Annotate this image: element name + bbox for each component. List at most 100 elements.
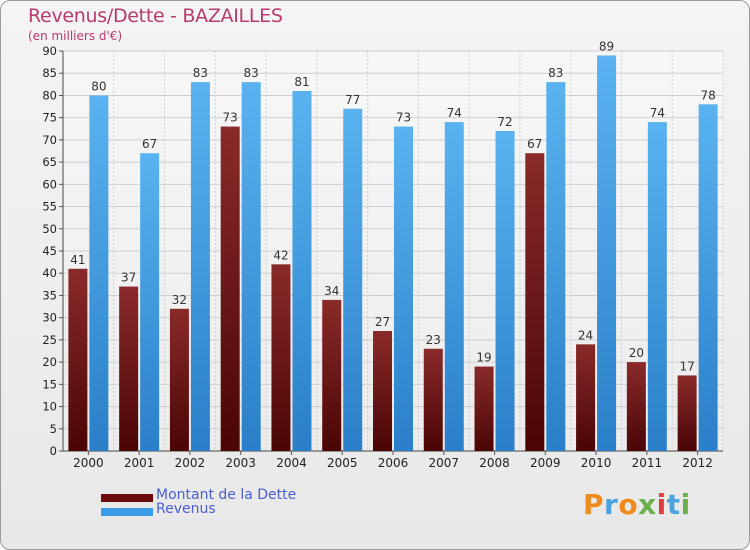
bar-revenue [292, 91, 312, 451]
data-label-debt: 41 [70, 253, 85, 267]
x-tick-label: 2008 [479, 456, 510, 470]
y-tick-label: 10 [42, 400, 57, 414]
data-label-debt: 24 [578, 328, 593, 342]
data-label-revenue: 74 [650, 106, 665, 120]
x-tick-label: 2007 [428, 456, 459, 470]
data-label-debt: 37 [121, 271, 136, 285]
y-tick-label: 15 [42, 377, 57, 391]
logo-letter: P [583, 488, 605, 521]
legend-label-debt: Montant de la Dette [156, 487, 297, 503]
y-tick-label: 40 [42, 266, 57, 280]
data-label-debt: 67 [527, 137, 542, 151]
data-label-revenue: 89 [599, 39, 614, 53]
x-tick-label: 2003 [225, 456, 256, 470]
bar-debt [474, 366, 494, 451]
bar-debt [423, 348, 443, 451]
data-label-debt: 34 [324, 284, 339, 298]
x-tick-label: 2006 [378, 456, 409, 470]
bar-debt [677, 375, 697, 451]
y-tick-label: 70 [42, 133, 57, 147]
bar-revenue [698, 104, 718, 451]
logo-letter: t [666, 488, 681, 521]
bar-revenue [597, 55, 617, 451]
logo-letter: o [618, 488, 639, 521]
bar-debt [68, 268, 88, 451]
data-label-revenue: 67 [142, 137, 157, 151]
x-tick-label: 2002 [175, 456, 206, 470]
chart-subtitle: (en milliers d'€) [28, 29, 123, 43]
logo-letter: x [638, 488, 657, 521]
legend-label-revenue: Revenus [156, 501, 216, 517]
data-label-revenue: 83 [244, 66, 259, 80]
y-tick-label: 50 [42, 222, 57, 236]
y-tick-label: 60 [42, 177, 57, 191]
bar-revenue [546, 82, 566, 451]
bar-debt [271, 264, 291, 451]
x-tick-label: 2001 [124, 456, 155, 470]
x-tick-label: 2011 [632, 456, 663, 470]
data-label-debt: 32 [172, 293, 187, 307]
y-tick-label: 5 [50, 422, 57, 436]
x-tick-label: 2012 [682, 456, 713, 470]
y-tick-label: 65 [42, 155, 57, 169]
data-label-debt: 23 [426, 333, 441, 347]
logo-letter: i [656, 488, 667, 521]
data-label-debt: 73 [223, 111, 238, 125]
legend-swatch-debt [101, 494, 153, 502]
bar-debt [525, 153, 545, 451]
bar-debt [169, 308, 189, 451]
y-tick-label: 0 [50, 444, 57, 458]
data-label-revenue: 78 [700, 88, 715, 102]
bar-revenue [89, 95, 109, 451]
x-tick-label: 2000 [73, 456, 104, 470]
data-label-debt: 42 [273, 248, 288, 262]
y-tick-label: 90 [42, 44, 57, 58]
chart-title: Revenus/Dette - BAZAILLES [28, 5, 283, 27]
bar-revenue [140, 153, 160, 451]
data-label-revenue: 83 [193, 66, 208, 80]
data-label-revenue: 72 [497, 115, 512, 129]
y-tick-label: 55 [42, 200, 57, 214]
bar-revenue [190, 82, 210, 451]
data-label-revenue: 77 [345, 93, 360, 107]
y-tick-label: 45 [42, 244, 57, 258]
data-label-debt: 20 [629, 346, 644, 360]
bar-debt [119, 286, 139, 451]
bar-revenue [444, 122, 464, 451]
x-tick-label: 2005 [327, 456, 358, 470]
proxiti-logo: Proxiti [583, 488, 691, 521]
bar-revenue [495, 131, 515, 451]
bar-revenue [394, 126, 413, 452]
bar-revenue [647, 122, 667, 451]
x-tick-label: 2010 [581, 456, 612, 470]
data-label-debt: 17 [679, 359, 694, 373]
bar-revenue [343, 108, 363, 452]
bar-debt [626, 362, 646, 451]
x-tick-label: 2009 [530, 456, 561, 470]
data-label-revenue: 80 [91, 79, 106, 93]
data-label-revenue: 83 [548, 66, 563, 80]
data-label-debt: 19 [476, 351, 491, 365]
data-label-revenue: 74 [447, 106, 462, 120]
bar-debt [220, 126, 240, 452]
y-tick-label: 30 [42, 311, 57, 325]
bar-debt [322, 299, 342, 451]
x-tick-label: 2004 [276, 456, 307, 470]
y-tick-label: 75 [42, 111, 57, 125]
bar-revenue [241, 82, 261, 451]
y-tick-label: 35 [42, 288, 57, 302]
data-label-revenue: 73 [396, 111, 411, 125]
y-tick-label: 85 [42, 66, 57, 80]
y-tick-label: 20 [42, 355, 57, 369]
logo-letter: i [680, 488, 691, 521]
legend-swatch-revenue [101, 508, 153, 516]
bar-debt [373, 331, 392, 451]
y-tick-label: 25 [42, 333, 57, 347]
data-label-revenue: 81 [294, 75, 309, 89]
logo-letter: r [604, 488, 619, 521]
data-label-debt: 27 [375, 315, 390, 329]
bar-debt [576, 344, 596, 451]
y-tick-label: 80 [42, 88, 57, 102]
